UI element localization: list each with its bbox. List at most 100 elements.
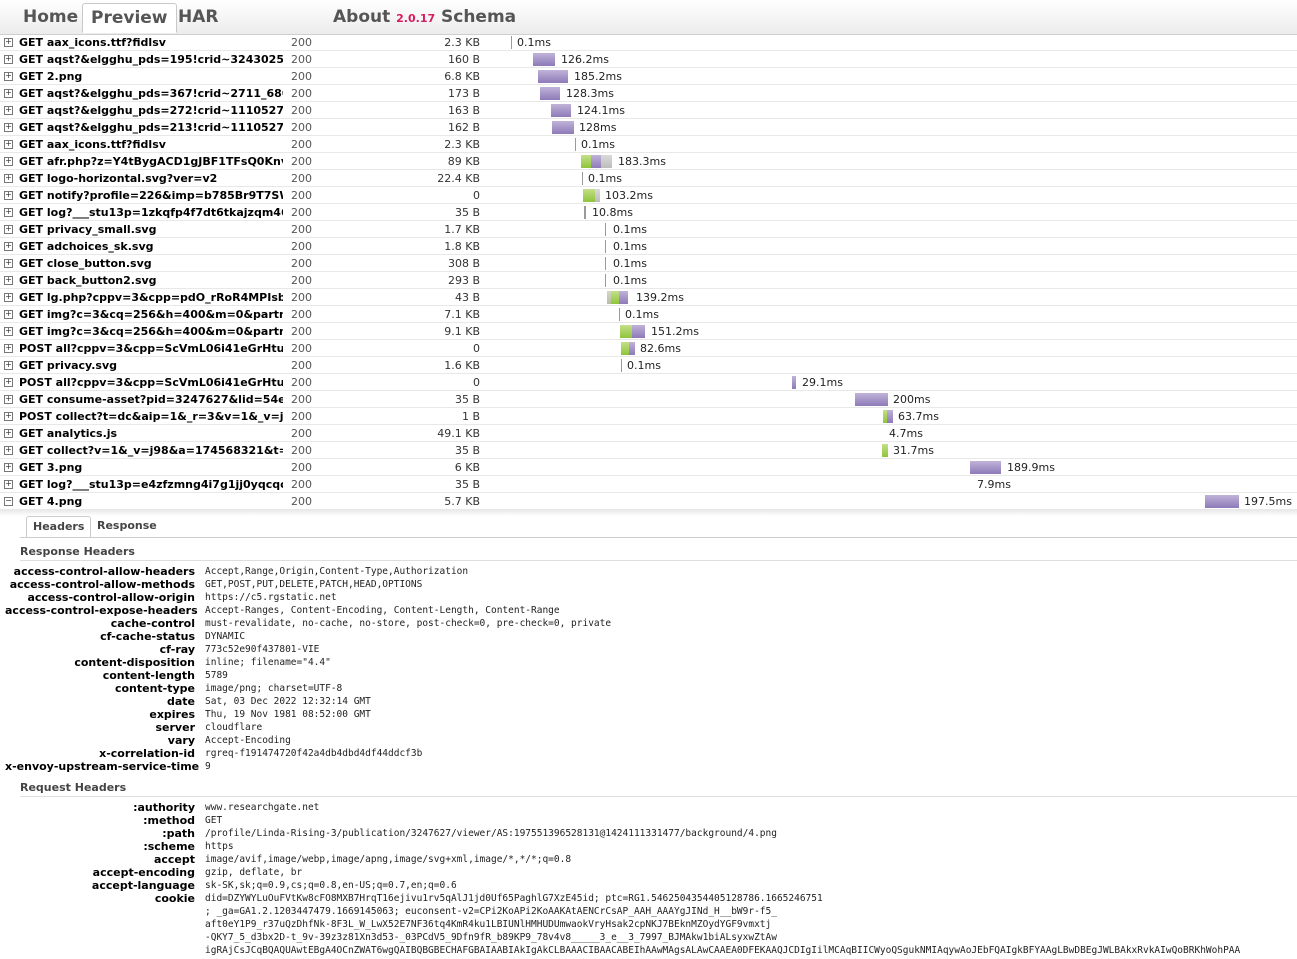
request-row[interactable]: + GET lg.php?cppv=3&cpp=pdO_rRoR4MPIsb2B6… xyxy=(0,289,1297,306)
expand-toggle-icon[interactable]: + xyxy=(4,37,13,47)
expand-toggle-icon[interactable]: + xyxy=(4,156,13,166)
request-row[interactable]: + GET consume-asset?pid=3247627&lid=54e23… xyxy=(0,391,1297,408)
request-status: 200 xyxy=(291,87,312,100)
tab-headers[interactable]: Headers xyxy=(26,516,92,538)
request-url[interactable]: GET collect?v=1&_v=j98&a=174568321&t=eve xyxy=(19,444,283,457)
request-row[interactable]: + GET 2.png 200 6.8 KB 185.2ms xyxy=(0,68,1297,85)
expand-toggle-icon[interactable]: + xyxy=(4,241,13,251)
request-url[interactable]: POST collect?t=dc&aip=1&_r=3&v=1&_v=j98& xyxy=(19,410,283,423)
request-row[interactable]: + POST all?cppv=3&cpp=ScVmL06i41eGrHtuftH… xyxy=(0,374,1297,391)
expand-toggle-icon[interactable]: + xyxy=(4,411,13,421)
request-row[interactable]: + GET logo-horizontal.svg?ver=v2 200 22.4 K… xyxy=(0,170,1297,187)
request-row[interactable]: + GET notify?profile=226&imp=b785Br9T7SW7… xyxy=(0,187,1297,204)
expand-toggle-icon[interactable]: + xyxy=(4,394,13,404)
tab-preview[interactable]: Preview xyxy=(82,3,177,33)
request-row[interactable]: + GET collect?v=1&_v=j98&a=174568321&t=ev… xyxy=(0,442,1297,459)
request-url[interactable]: GET lg.php?cppv=3&cpp=pdO_rRoR4MPIsb2B6 xyxy=(19,291,283,304)
request-url[interactable]: GET aax_icons.ttf?fidlsv xyxy=(19,138,166,151)
expand-toggle-icon[interactable]: + xyxy=(4,224,13,234)
request-url[interactable]: GET close_button.svg xyxy=(19,257,152,270)
expand-toggle-icon[interactable]: + xyxy=(4,445,13,455)
request-url[interactable]: GET img?c=3&cq=256&h=400&m=0&partner= xyxy=(19,325,283,338)
header-value: inline; filename="4.4" xyxy=(205,657,331,668)
expand-toggle-icon[interactable]: + xyxy=(4,71,13,81)
tab-about[interactable]: About 2.0.17 xyxy=(325,3,443,33)
request-row[interactable]: + GET img?c=3&cq=256&h=400&m=0&partner= 20… xyxy=(0,306,1297,323)
header-row: expires Thu, 19 Nov 1981 08:52:00 GMT xyxy=(0,708,1297,721)
request-row[interactable]: + GET aqst?&elgghu_pds=195!crid~32430257&… xyxy=(0,51,1297,68)
request-url[interactable]: GET notify?profile=226&imp=b785Br9T7SW7i… xyxy=(19,189,283,202)
request-row[interactable]: + POST collect?t=dc&aip=1&_r=3&v=1&_v=j98… xyxy=(0,408,1297,425)
request-row[interactable]: + POST all?cppv=3&cpp=ScVmL06i41eGrHtuftH… xyxy=(0,340,1297,357)
expand-toggle-icon[interactable]: + xyxy=(4,54,13,64)
request-url[interactable]: GET aqst?&elgghu_pds=367!crid~2711_68083… xyxy=(19,87,283,100)
expand-toggle-icon[interactable]: − xyxy=(4,496,13,506)
tab-schema[interactable]: Schema xyxy=(441,7,517,27)
expand-toggle-icon[interactable]: + xyxy=(4,190,13,200)
timing-segment-recv xyxy=(619,291,628,304)
expand-toggle-icon[interactable]: + xyxy=(4,105,13,115)
request-url[interactable]: GET log?___stu13p=1zkqfp4f7dt6tkajzqm46j… xyxy=(19,206,283,219)
header-value: 773c52e90f437801-VIE xyxy=(205,644,320,655)
request-size: 2.3 KB xyxy=(444,138,480,151)
request-url[interactable]: GET privacy_small.svg xyxy=(19,223,157,236)
request-status: 200 xyxy=(291,121,312,134)
request-url[interactable]: GET afr.php?z=Y4tBygACD1gJBF1TFsQ0KnvcYA xyxy=(19,155,283,168)
request-url[interactable]: GET aax_icons.ttf?fidlsv xyxy=(19,36,166,49)
expand-toggle-icon[interactable]: + xyxy=(4,258,13,268)
request-row[interactable]: + GET close_button.svg 200 308 B 0.1ms xyxy=(0,255,1297,272)
request-url[interactable]: GET adchoices_sk.svg xyxy=(19,240,154,253)
request-row[interactable]: + GET aqst?&elgghu_pds=367!crid~2711_6808… xyxy=(0,85,1297,102)
request-row[interactable]: − GET 4.png 200 5.7 KB 197.5ms xyxy=(0,493,1297,510)
request-row[interactable]: + GET privacy.svg 200 1.6 KB 0.1ms xyxy=(0,357,1297,374)
request-url[interactable]: GET aqst?&elgghu_pds=272!crid~111052753& xyxy=(19,104,283,117)
request-url[interactable]: GET back_button2.svg xyxy=(19,274,157,287)
request-url[interactable]: GET 4.png xyxy=(19,495,83,508)
request-row[interactable]: + GET afr.php?z=Y4tBygACD1gJBF1TFsQ0KnvcY… xyxy=(0,153,1297,170)
header-name: :method xyxy=(143,814,195,827)
request-row[interactable]: + GET aax_icons.ttf?fidlsv 200 2.3 KB 0.1ms xyxy=(0,136,1297,153)
expand-toggle-icon[interactable]: + xyxy=(4,275,13,285)
expand-toggle-icon[interactable]: + xyxy=(4,139,13,149)
request-row[interactable]: + GET aqst?&elgghu_pds=213!crid~111052753… xyxy=(0,119,1297,136)
request-url[interactable]: GET 2.png xyxy=(19,70,83,83)
request-row[interactable]: + GET back_button2.svg 200 293 B 0.1ms xyxy=(0,272,1297,289)
expand-toggle-icon[interactable]: + xyxy=(4,479,13,489)
expand-toggle-icon[interactable]: + xyxy=(4,122,13,132)
request-url[interactable]: POST all?cppv=3&cpp=ScVmL06i41eGrHtuftHI… xyxy=(19,376,283,389)
expand-toggle-icon[interactable]: + xyxy=(4,292,13,302)
request-url[interactable]: GET privacy.svg xyxy=(19,359,117,372)
request-row[interactable]: + GET log?___stu13p=e4zfzmng4i7g1jj0yqcqc… xyxy=(0,476,1297,493)
expand-toggle-icon[interactable]: + xyxy=(4,428,13,438)
expand-toggle-icon[interactable]: + xyxy=(4,343,13,353)
expand-toggle-icon[interactable]: + xyxy=(4,309,13,319)
request-url[interactable]: GET aqst?&elgghu_pds=213!crid~111052753& xyxy=(19,121,283,134)
expand-toggle-icon[interactable]: + xyxy=(4,88,13,98)
request-time: 31.7ms xyxy=(893,444,934,457)
request-url[interactable]: GET aqst?&elgghu_pds=195!crid~32430257&s… xyxy=(19,53,283,66)
expand-toggle-icon[interactable]: + xyxy=(4,326,13,336)
tab-response[interactable]: Response xyxy=(97,519,157,532)
tab-har[interactable]: HAR xyxy=(178,7,219,27)
tab-home[interactable]: Home xyxy=(23,7,79,27)
request-row[interactable]: + GET 3.png 200 6 KB 189.9ms xyxy=(0,459,1297,476)
expand-toggle-icon[interactable]: + xyxy=(4,377,13,387)
expand-toggle-icon[interactable]: + xyxy=(4,173,13,183)
request-url[interactable]: GET log?___stu13p=e4zfzmng4i7g1jj0yqcqc3… xyxy=(19,478,283,491)
request-row[interactable]: + GET log?___stu13p=1zkqfp4f7dt6tkajzqm46… xyxy=(0,204,1297,221)
request-row[interactable]: + GET aqst?&elgghu_pds=272!crid~111052753… xyxy=(0,102,1297,119)
request-url[interactable]: GET analytics.js xyxy=(19,427,118,440)
request-url[interactable]: POST all?cppv=3&cpp=ScVmL06i41eGrHtuftHI… xyxy=(19,342,283,355)
request-row[interactable]: + GET adchoices_sk.svg 200 1.8 KB 0.1ms xyxy=(0,238,1297,255)
request-url[interactable]: GET img?c=3&cq=256&h=400&m=0&partner= xyxy=(19,308,283,321)
expand-toggle-icon[interactable]: + xyxy=(4,360,13,370)
request-url[interactable]: GET consume-asset?pid=3247627&lid=54e236… xyxy=(19,393,283,406)
request-row[interactable]: + GET img?c=3&cq=256&h=400&m=0&partner= 20… xyxy=(0,323,1297,340)
request-url[interactable]: GET logo-horizontal.svg?ver=v2 xyxy=(19,172,218,185)
request-url[interactable]: GET 3.png xyxy=(19,461,83,474)
request-row[interactable]: + GET privacy_small.svg 200 1.7 KB 0.1ms xyxy=(0,221,1297,238)
request-row[interactable]: + GET aax_icons.ttf?fidlsv 200 2.3 KB 0.1ms xyxy=(0,34,1297,51)
request-row[interactable]: + GET analytics.js 200 49.1 KB 4.7ms xyxy=(0,425,1297,442)
expand-toggle-icon[interactable]: + xyxy=(4,207,13,217)
expand-toggle-icon[interactable]: + xyxy=(4,462,13,472)
